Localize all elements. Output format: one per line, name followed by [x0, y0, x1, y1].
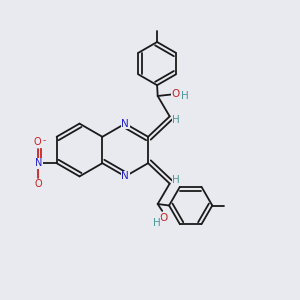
Text: O: O — [160, 213, 168, 223]
Text: H: H — [181, 91, 189, 101]
Text: N: N — [122, 171, 129, 182]
Text: N: N — [34, 158, 42, 168]
Text: O: O — [172, 88, 180, 99]
Text: H: H — [172, 115, 180, 125]
Text: H: H — [153, 218, 161, 228]
Text: O: O — [34, 179, 42, 189]
Text: -: - — [42, 136, 45, 146]
Text: O: O — [33, 137, 40, 147]
Text: N: N — [122, 118, 129, 129]
Text: H: H — [172, 175, 180, 185]
